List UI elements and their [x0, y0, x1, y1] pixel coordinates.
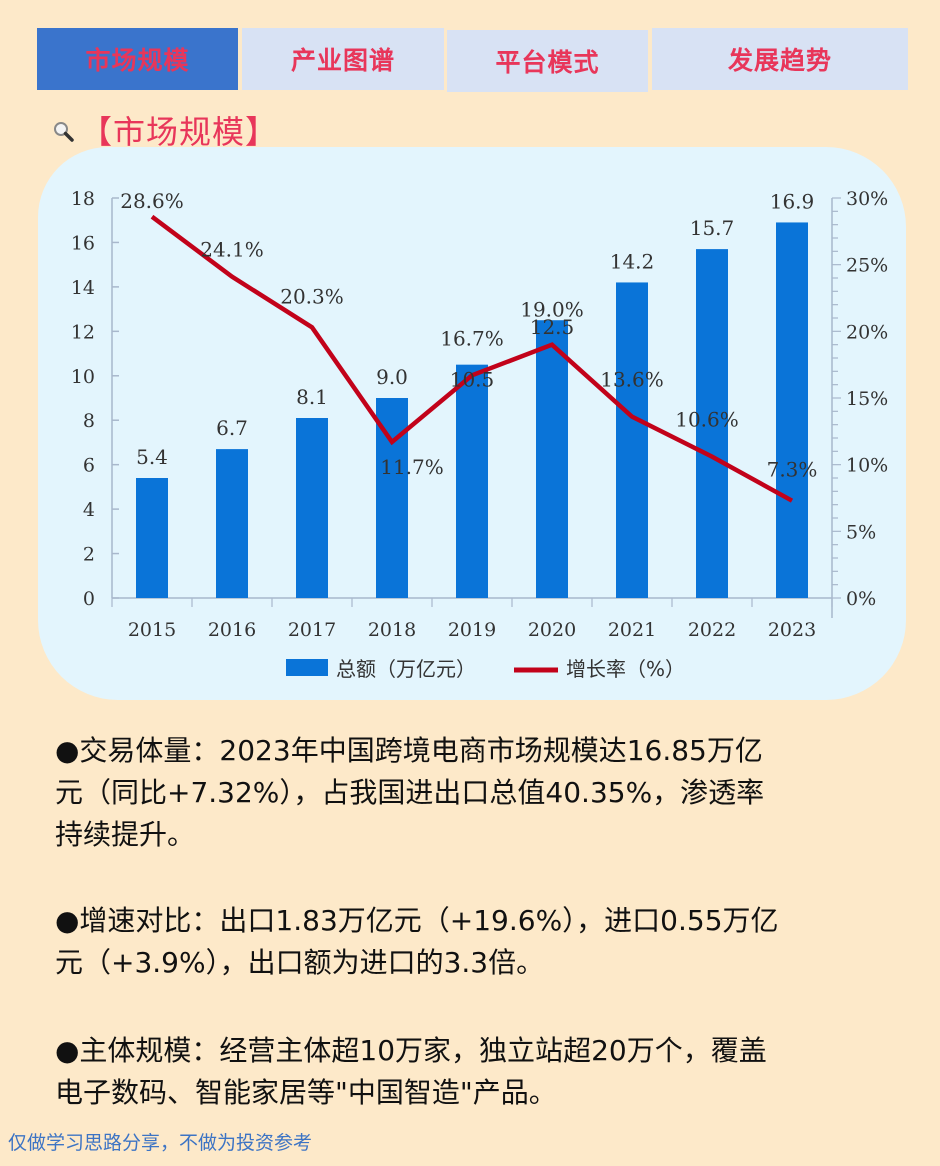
bar-value-label: 10.5: [450, 368, 495, 392]
line-value-label: 16.7%: [440, 326, 504, 350]
paragraph-line: ●交易体量：2023年中国跨境电商市场规模达16.85万亿: [55, 734, 763, 767]
bar: [216, 449, 248, 598]
x-axis-label: 2015: [128, 619, 176, 641]
tab-market-size[interactable]: 市场规模: [37, 28, 238, 90]
bar-value-label: 8.1: [296, 385, 328, 409]
paragraph-line: 电子数码、智能家居等"中国智造"产品。: [55, 1076, 557, 1109]
x-axis-label: 2018: [368, 619, 416, 641]
line-value-label: 28.6%: [120, 189, 184, 213]
bar: [136, 478, 168, 598]
bar-value-label: 9.0: [376, 365, 408, 389]
left-axis-label: 14: [71, 277, 95, 299]
bar-value-label: 16.9: [770, 189, 815, 213]
bar-value-label: 14.2: [610, 249, 655, 273]
left-axis-label: 10: [71, 366, 95, 388]
left-axis-label: 0: [83, 588, 95, 610]
left-axis-label: 2: [83, 544, 95, 566]
x-axis-label: 2020: [528, 619, 576, 641]
x-axis-label: 2019: [448, 619, 496, 641]
bar: [456, 364, 488, 598]
paragraph-line: 持续提升。: [55, 818, 196, 851]
left-axis-label: 16: [71, 232, 95, 254]
bar: [536, 320, 568, 598]
bar-value-label: 6.7: [216, 416, 248, 440]
left-axis-label: 12: [71, 321, 95, 343]
x-axis-label: 2022: [688, 619, 736, 641]
line-value-label: 11.7%: [380, 455, 444, 479]
tab-development-trend[interactable]: 发展趋势: [652, 28, 908, 90]
bar: [296, 418, 328, 598]
section-header: 【市场规模】: [52, 108, 278, 152]
tab-platform-model[interactable]: 平台模式: [447, 30, 648, 92]
paragraph-line: ●主体规模：经营主体超10万家，独立站超20万个，覆盖: [55, 1034, 767, 1067]
left-axis-label: 8: [83, 410, 95, 432]
left-axis-label: 6: [83, 455, 95, 477]
left-axis-label: 18: [71, 188, 95, 210]
combo-chart: 0 2 4 6 8 10 12 14 16 18 0% 5% 10% 15% 20% 25% 30% 2015 20…: [71, 188, 888, 681]
bar-value-label: 15.7: [690, 216, 735, 240]
right-axis-label: 10%: [846, 455, 888, 477]
line-value-label: 10.6%: [675, 408, 739, 432]
legend-bar-swatch: [286, 659, 328, 676]
x-axis-label: 2021: [608, 619, 656, 641]
tab-bar: 市场规模 产业图谱 平台模式 发展趋势: [37, 28, 908, 92]
x-axis-label: 2017: [288, 619, 336, 641]
paragraph-line: ●增速对比：出口1.83万亿元（+19.6%），进口0.55万亿: [55, 904, 779, 937]
paragraph-trade-volume: ●交易体量：2023年中国跨境电商市场规模达16.85万亿 元（同比+7.32%…: [55, 730, 895, 856]
paragraph-growth-comparison: ●增速对比：出口1.83万亿元（+19.6%），进口0.55万亿 元（+3.9%…: [55, 900, 895, 984]
left-axis-label: 4: [83, 499, 95, 521]
magnifier-icon: [52, 117, 78, 143]
right-axis-label: 0%: [846, 588, 876, 610]
right-axis-label: 30%: [846, 188, 888, 210]
bar-value-label: 12.5: [530, 315, 575, 339]
x-axis-label: 2023: [768, 619, 816, 641]
chart-card: 0 2 4 6 8 10 12 14 16 18 0% 5% 10% 15% 20% 25% 30% 2015 20…: [38, 147, 906, 700]
paragraph-line: 元（同比+7.32%），占我国进出口总值40.35%，渗透率: [55, 776, 765, 809]
section-title: 【市场规模】: [80, 113, 279, 151]
right-axis-label: 20%: [846, 321, 888, 343]
line-value-label: 13.6%: [600, 368, 664, 392]
line-value-label: 7.3%: [767, 458, 818, 482]
paragraph-line: 元（+3.9%），出口额为进口的3.3倍。: [55, 946, 545, 979]
right-axis-label: 25%: [846, 255, 888, 277]
paragraph-entity-scale: ●主体规模：经营主体超10万家，独立站超20万个，覆盖 电子数码、智能家居等"中…: [55, 1030, 895, 1114]
x-axis-label: 2016: [208, 619, 256, 641]
line-value-label: 19.0%: [520, 298, 584, 322]
legend-line-label: 增长率（%）: [566, 657, 685, 681]
line-value-label: 20.3%: [280, 284, 344, 308]
disclaimer-footer: 仅做学习思路分享，不做为投资参考: [8, 1132, 313, 1154]
bar-value-label: 5.4: [136, 445, 168, 469]
tab-industry-map[interactable]: 产业图谱: [242, 28, 444, 90]
right-axis-label: 5%: [846, 521, 876, 543]
line-value-label: 24.1%: [200, 238, 264, 262]
growth-line: [150, 214, 794, 503]
bar: [616, 282, 648, 598]
legend-bar-label: 总额（万亿元）: [336, 657, 476, 681]
right-axis-label: 15%: [846, 388, 888, 410]
bar: [696, 249, 728, 598]
bar: [776, 222, 808, 598]
